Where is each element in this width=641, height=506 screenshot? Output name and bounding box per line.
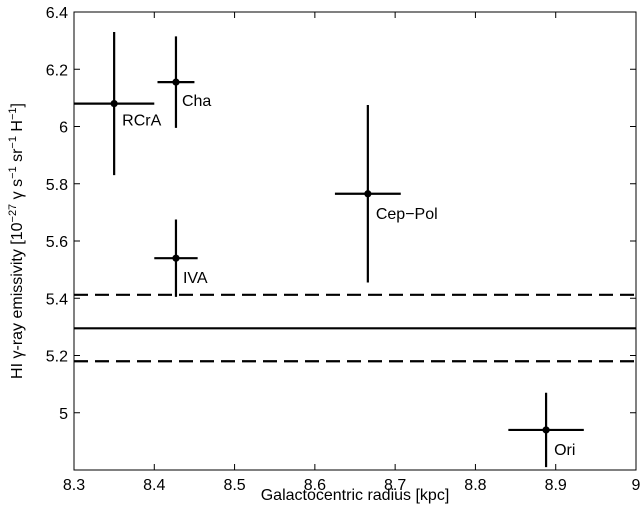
y-axis-label-mid1: γ s	[9, 179, 26, 204]
y-tick-label: 6.2	[46, 62, 68, 79]
plot-frame	[73, 11, 637, 471]
point-label: Ori	[554, 442, 575, 459]
y-axis-label-exp4: −1	[7, 108, 19, 121]
data-point	[172, 78, 180, 86]
data-point	[172, 254, 180, 262]
y-tick-label: 5.6	[46, 234, 68, 251]
y-axis-label-post: ]	[9, 103, 26, 107]
y-axis-label-mid2: sr	[9, 148, 26, 166]
point-label: IVA	[183, 270, 208, 287]
x-tick-label: 8.3	[63, 477, 85, 494]
y-axis-label-exp1: −27	[7, 204, 19, 223]
x-tick-label: 8.5	[223, 477, 245, 494]
y-tick-label: 5.4	[46, 291, 68, 308]
data-point	[110, 100, 118, 108]
y-axis-label-exp3: −1	[7, 136, 19, 149]
y-axis-label-pre: HI γ-ray emissivity [10	[9, 222, 26, 379]
x-tick-label: 9	[632, 477, 641, 494]
data-point	[364, 190, 372, 198]
y-tick-label: 5	[59, 406, 68, 423]
y-tick-label: 6.4	[46, 5, 68, 22]
y-tick-label: 6	[59, 120, 68, 137]
point-label: Cha	[182, 93, 211, 110]
x-tick-label: 8.9	[545, 477, 567, 494]
y-tick-label: 5.2	[46, 349, 68, 366]
x-axis-label: Galactocentric radius [kpc]	[261, 487, 450, 504]
y-axis-label-mid3: H	[9, 120, 26, 136]
y-axis-label: HI γ-ray emissivity [10−27 γ s−1 sr−1 H−…	[7, 103, 26, 379]
x-tick-label: 8.4	[143, 477, 165, 494]
point-label: Cep−Pol	[376, 206, 438, 223]
plot-area: 8.3 8.4 8.5 8.6 8.7 8.8 8.9 9 5 5.2 5.4 5.6 5.8 6 6.2 6…	[46, 5, 641, 494]
point-label: RCrA	[122, 113, 161, 130]
y-axis-label-exp2: −1	[7, 166, 19, 179]
x-tick-label: 8.6	[304, 477, 326, 494]
data-point	[542, 426, 550, 434]
x-tick-label: 8.8	[464, 477, 486, 494]
y-tick-label: 5.8	[46, 177, 68, 194]
x-tick-label: 8.7	[384, 477, 406, 494]
